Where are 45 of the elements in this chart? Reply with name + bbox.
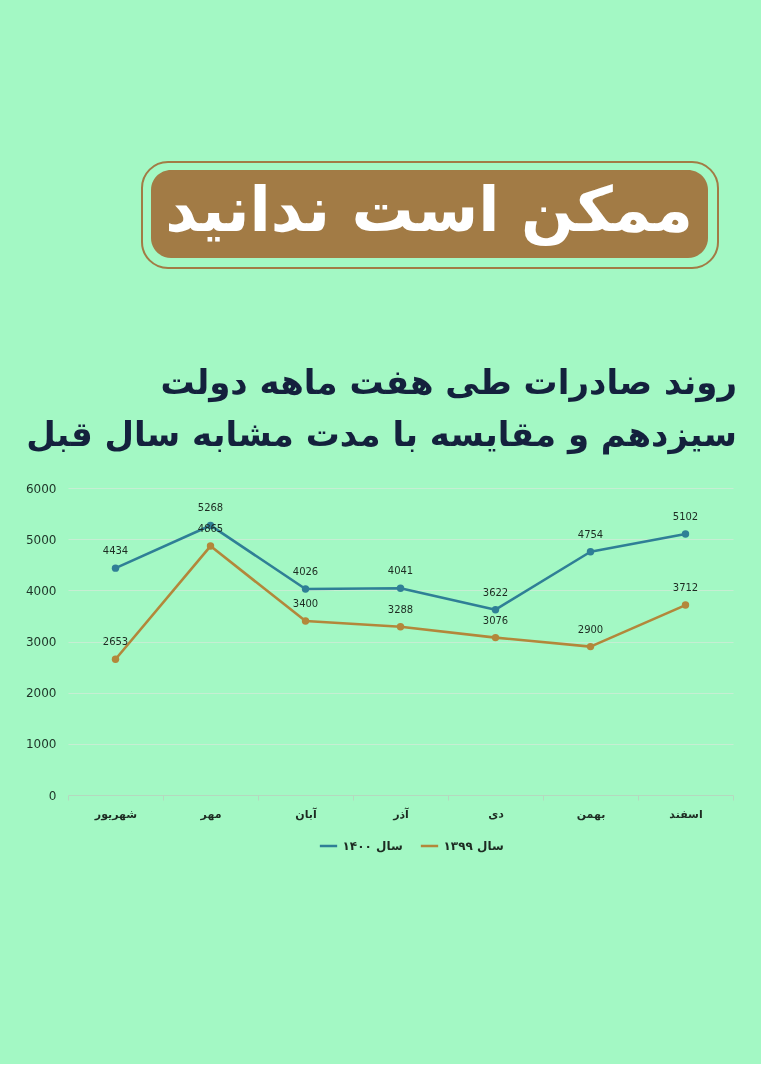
point [301,617,310,625]
legend-label: سال ۱۴۰۰ [342,839,403,853]
chart-subtitle: روند صادرات طی هفت ماهه دولت سیزدهم و مقایسه با مدت مشابه سال قبل [26,362,737,455]
x-tick-label: شهریور [93,807,138,821]
y-tick-label: 4000 [25,583,57,598]
data-label: 4026 [292,566,319,577]
data-label: 3622 [482,586,509,598]
point [111,655,120,663]
point [396,623,405,631]
y-tick-label: 2000 [25,686,57,701]
x-tick-label: آذر [392,806,410,821]
data-label: 5268 [197,502,224,514]
y-tick-label: 1000 [25,737,57,752]
data-label: 4041 [387,565,414,577]
x-tick-label: بهمن [576,807,606,821]
x-tick-label: اسفند [669,807,703,821]
point [681,601,690,609]
point [586,548,595,556]
data-label: 2653 [102,636,129,648]
data-label: 5102 [672,510,699,522]
point [681,530,690,538]
point [491,605,500,614]
x-tick-label: دی [488,807,505,821]
x-tick-label: آبان [295,806,317,821]
legend-label: سال ۱۳۹۹ [443,839,504,853]
data-label: 3288 [387,603,414,615]
y-tick-label: 3000 [25,635,57,649]
data-label: 4754 [577,528,604,540]
y-tick-label: 0 [48,788,57,803]
point [396,584,405,592]
y-tick-label: 5000 [25,532,57,547]
data-label: 4865 [197,523,224,535]
chart-title: ممکن است ندانید [165,173,693,246]
point [301,585,310,593]
point [491,633,500,642]
point [586,642,595,651]
point [111,564,120,572]
data-label: 3400 [292,598,319,610]
data-label: 2900 [577,623,604,635]
point [206,542,215,550]
data-label: 3712 [672,582,699,594]
y-tick-label: 6000 [25,481,57,496]
data-label: 3076 [482,614,509,626]
data-label: 4434 [102,545,129,557]
x-tick-label: مهر [199,807,222,821]
